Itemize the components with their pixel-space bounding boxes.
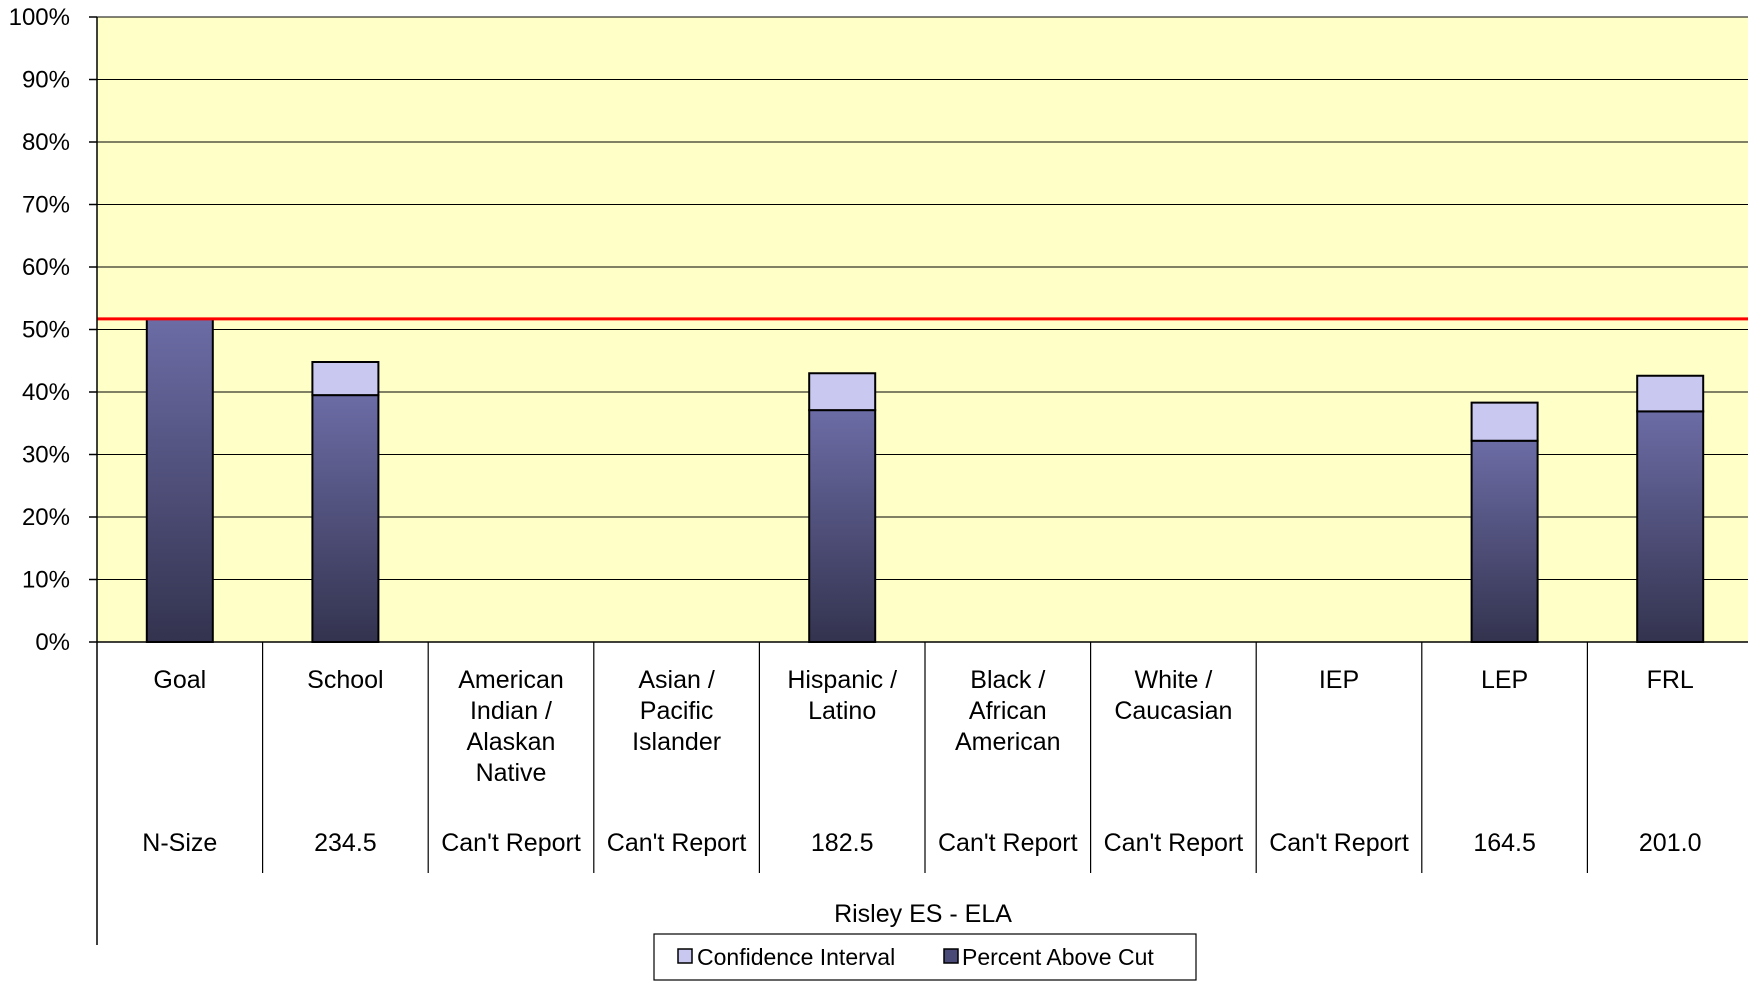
bar-percent-above-cut xyxy=(311,394,380,643)
category-table: Goal N-Size School 234.5 American Indian / Ala… xyxy=(142,642,1701,873)
bar-percent-above-cut xyxy=(145,317,214,643)
category-label: Indian / xyxy=(470,697,552,725)
bar-percent-above-cut xyxy=(808,409,877,643)
y-axis: 0% 10% 20% 30% 40% 50% 60% 70% 80% 90% 100% xyxy=(9,4,97,656)
bar-percent-above-cut xyxy=(1636,410,1705,643)
category-label: LEP xyxy=(1481,666,1528,694)
category-label: Hispanic / xyxy=(787,666,897,694)
bars xyxy=(145,317,1705,643)
n-size-value: N-Size xyxy=(142,829,217,857)
y-tick-label: 20% xyxy=(22,504,70,531)
category-label: Islander xyxy=(632,728,721,756)
y-tick-label: 70% xyxy=(22,192,70,219)
category-label: School xyxy=(307,666,383,694)
legend-label: Confidence Interval xyxy=(697,944,895,970)
y-tick-label: 0% xyxy=(35,629,70,656)
category-label: Alaskan xyxy=(467,728,556,756)
y-tick-label: 80% xyxy=(22,129,70,156)
category-label: Asian / xyxy=(638,666,714,694)
n-size-value: Can't Report xyxy=(938,829,1078,857)
legend-swatch xyxy=(677,948,693,964)
category-label: Goal xyxy=(153,666,206,694)
legend-box xyxy=(653,933,1197,981)
bar-confidence-interval xyxy=(311,361,380,397)
x-axis-title: Risley ES - ELA xyxy=(834,900,1012,928)
y-tick-label: 10% xyxy=(22,567,70,594)
bar-confidence-interval xyxy=(808,372,877,412)
legend-label: Percent Above Cut xyxy=(962,944,1154,970)
n-size-value: Can't Report xyxy=(607,829,747,857)
bar-confidence-interval xyxy=(1470,401,1539,442)
legend-swatch xyxy=(943,948,959,964)
category-label: Black / xyxy=(970,666,1045,694)
category-label: African xyxy=(969,697,1047,725)
axes xyxy=(96,17,1748,945)
category-label: Pacific xyxy=(640,697,714,725)
bar-percent-above-cut xyxy=(1470,439,1539,643)
n-size-value: Can't Report xyxy=(441,829,581,857)
category-label: White / xyxy=(1135,666,1213,694)
n-size-value: 164.5 xyxy=(1473,829,1536,857)
y-tick-label: 30% xyxy=(22,442,70,469)
n-size-value: Can't Report xyxy=(1269,829,1409,857)
category-label: American xyxy=(458,666,564,694)
n-size-value: Can't Report xyxy=(1104,829,1244,857)
legend: Confidence Interval Percent Above Cut xyxy=(653,933,1197,981)
y-tick-label: 100% xyxy=(9,4,70,31)
n-size-value: 201.0 xyxy=(1639,829,1702,857)
n-size-value: 234.5 xyxy=(314,829,377,857)
y-tick-label: 40% xyxy=(22,379,70,406)
category-label: American xyxy=(955,728,1061,756)
category-label: IEP xyxy=(1319,666,1359,694)
n-size-value: 182.5 xyxy=(811,829,874,857)
y-tick-label: 90% xyxy=(22,67,70,94)
category-label: Caucasian xyxy=(1114,697,1232,725)
y-tick-label: 60% xyxy=(22,254,70,281)
category-label: Latino xyxy=(808,697,876,725)
y-tick-label: 50% xyxy=(22,317,70,344)
bar-confidence-interval xyxy=(1636,374,1705,413)
category-label: Native xyxy=(476,759,547,787)
category-label: FRL xyxy=(1647,666,1694,694)
